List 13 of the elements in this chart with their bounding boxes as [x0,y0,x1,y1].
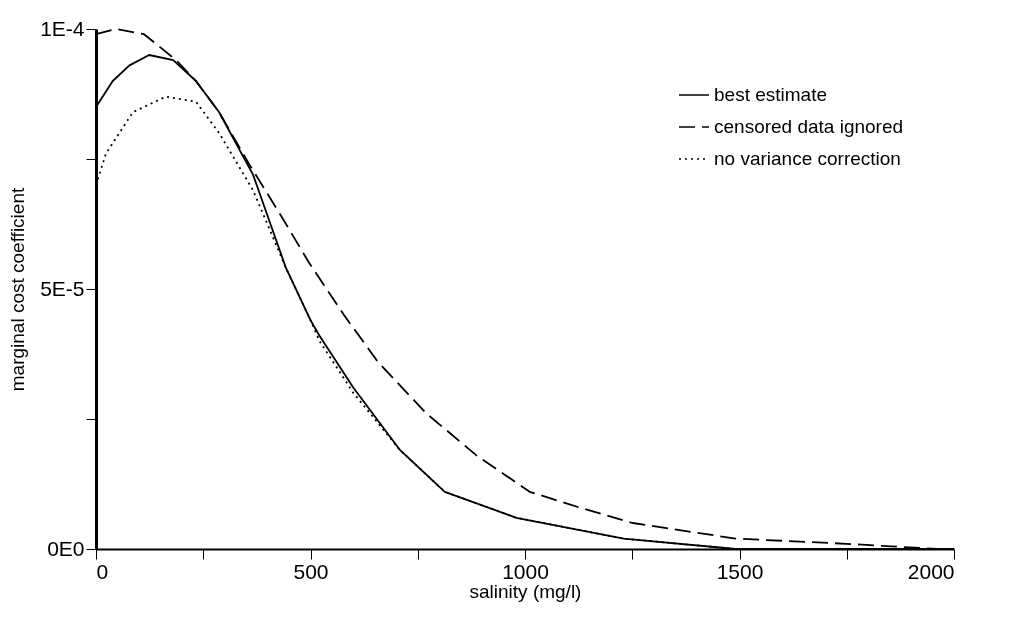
legend-label: best estimate [714,84,827,105]
x-tick-label: 2000 [907,559,955,583]
y-tick-label: 1E-4 [40,16,85,40]
x-tick-label: 1500 [716,559,764,583]
y-tick-label: 5E-5 [40,276,85,300]
legend-label: no variance correction [714,148,901,169]
x-axis-title: salinity (mg/l) [469,580,582,602]
x-tick-label: 1000 [502,559,549,583]
x-tick-label: 500 [293,559,329,583]
y-tick-label: 0E0 [47,536,85,560]
x-tick-label: 0 [96,559,109,583]
y-axis-title: marginal cost coefficient [7,187,29,392]
legend-label: censored data ignored [714,116,904,137]
